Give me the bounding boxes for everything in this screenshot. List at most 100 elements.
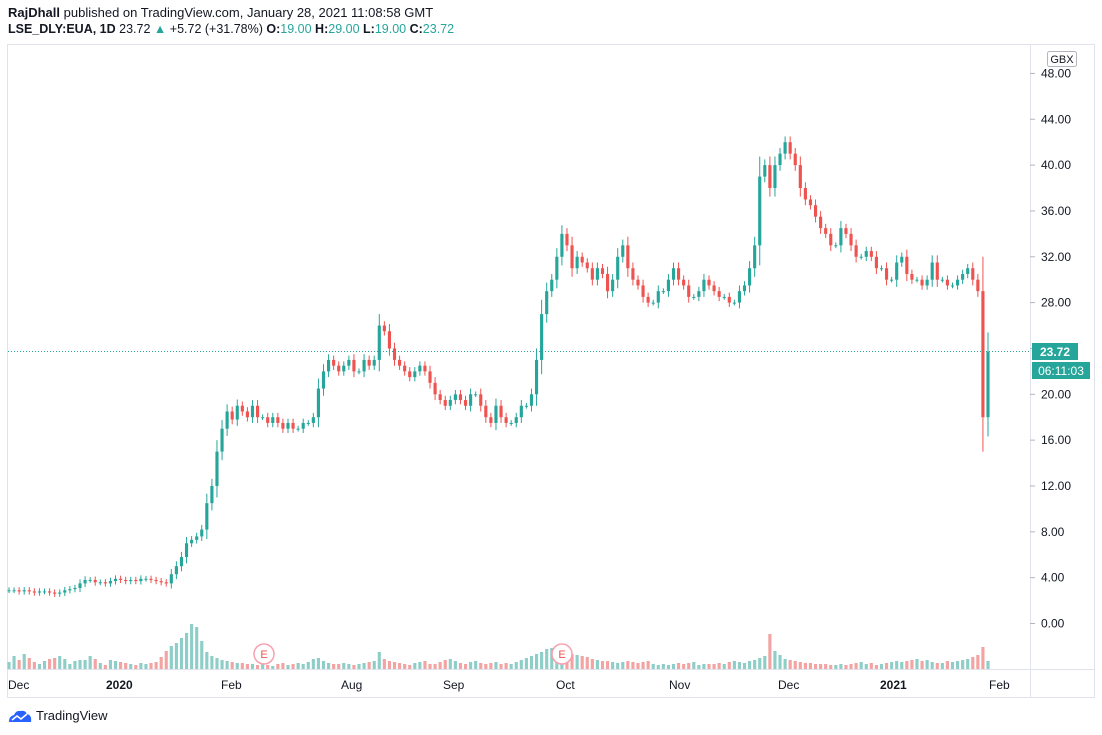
volume-bar xyxy=(377,652,381,669)
x-tick-label: 2021 xyxy=(880,678,907,692)
volume-bar xyxy=(210,656,214,669)
candle-body xyxy=(149,578,153,580)
y-tick-label: 36.00 xyxy=(1041,204,1071,218)
candle-body xyxy=(321,371,326,389)
candle-body xyxy=(758,176,762,246)
candle-body xyxy=(966,268,970,274)
currency-badge[interactable]: GBX xyxy=(1047,51,1077,67)
volume-bar xyxy=(545,649,549,669)
volume-bar xyxy=(382,659,386,669)
tradingview-branding[interactable]: TradingView xyxy=(8,708,108,723)
candle-body xyxy=(286,422,290,429)
candle-body xyxy=(332,359,336,366)
volume-bar xyxy=(352,665,356,669)
candle-body xyxy=(428,371,432,383)
volume-bar xyxy=(768,634,772,669)
x-tick-label: Oct xyxy=(556,678,575,692)
volume-bar xyxy=(78,660,82,669)
price-axis[interactable]: 48.0044.0040.0036.0032.0028.0024.0020.00… xyxy=(1030,66,1071,631)
candle-body xyxy=(915,279,919,281)
volume-bar xyxy=(646,661,650,669)
candle-body xyxy=(225,411,229,429)
volume-bar xyxy=(839,664,843,669)
candle-body xyxy=(788,142,792,154)
candle-body xyxy=(940,279,944,281)
candle-body xyxy=(169,574,173,584)
volume-bar xyxy=(195,627,199,669)
candle-body xyxy=(392,348,397,360)
candle-body xyxy=(656,291,660,303)
candle-body xyxy=(316,388,320,418)
volume-bar xyxy=(803,663,807,669)
volume-bar xyxy=(337,664,341,669)
volume-bar xyxy=(910,660,914,669)
volume-bar xyxy=(250,664,255,669)
volume-bar xyxy=(712,664,716,669)
candle-body xyxy=(184,543,189,558)
candle-body xyxy=(869,251,873,257)
candle-body xyxy=(570,245,574,269)
candle-body xyxy=(154,579,158,582)
volume-bar xyxy=(834,665,838,669)
volume-bar xyxy=(93,659,97,669)
time-axis[interactable]: Dec 2020 Feb Aug Sep Oct Nov Dec 2021 Feb xyxy=(8,678,1010,692)
candle-body xyxy=(474,394,478,396)
candle-body xyxy=(717,291,721,297)
volume-bar xyxy=(575,655,579,669)
candle-body xyxy=(930,262,934,280)
volume-bar xyxy=(37,664,42,669)
volume-bar xyxy=(154,662,158,669)
close-label: C: xyxy=(409,22,423,36)
candle-body xyxy=(190,539,194,544)
candle-body xyxy=(42,591,47,593)
volume-bar xyxy=(534,654,539,669)
candle-body xyxy=(727,296,731,303)
volume-bar xyxy=(590,659,594,669)
volume-bar xyxy=(869,663,873,669)
countdown-label: 06:11:03 xyxy=(1038,364,1084,378)
author-name[interactable]: RajDhall xyxy=(8,5,61,20)
candle-body xyxy=(900,256,904,263)
candle-body xyxy=(58,592,62,594)
currency-badge-label: GBX xyxy=(1050,54,1074,66)
candle-body xyxy=(631,268,635,280)
volume-bar xyxy=(550,648,554,669)
y-tick-label: 20.00 xyxy=(1041,387,1071,401)
candle-body xyxy=(666,279,671,292)
volume-bar xyxy=(808,663,813,669)
volume-bar xyxy=(631,662,635,669)
candle-body xyxy=(540,314,544,360)
volume-bar xyxy=(190,624,194,669)
candle-body xyxy=(971,268,975,280)
published-text: published on TradingView.com, January 28… xyxy=(63,5,434,20)
volume-bar xyxy=(357,664,361,669)
candle-body xyxy=(276,417,280,423)
candle-body xyxy=(605,273,610,292)
volume-bar xyxy=(793,661,797,669)
price-change: +5.72 (+31.78%) xyxy=(169,22,263,36)
volume-bar xyxy=(540,652,544,669)
candle-body xyxy=(600,268,605,274)
candle-body xyxy=(398,359,402,366)
candle-body xyxy=(692,296,696,298)
earnings-marker-1[interactable]: E xyxy=(253,643,275,665)
volume-bar xyxy=(286,665,290,669)
volume-bar xyxy=(585,657,589,669)
candle-body xyxy=(763,165,767,177)
candle-body xyxy=(839,228,843,246)
volume-bar xyxy=(509,664,513,669)
volume-bar xyxy=(737,662,742,669)
y-tick-label: 32.00 xyxy=(1041,250,1071,264)
volume-bar xyxy=(149,663,153,669)
volume-bar xyxy=(864,664,868,669)
volume-bar xyxy=(479,663,483,669)
symbol-label[interactable]: LSE_DLY:EUA, 1D xyxy=(8,22,116,36)
candle-body xyxy=(413,371,417,378)
volume-bar xyxy=(656,665,660,669)
volume-bar xyxy=(489,663,493,669)
volume-bar xyxy=(48,659,52,669)
candle-body xyxy=(641,285,645,297)
earnings-marker-2[interactable]: E xyxy=(551,643,573,665)
candle-body xyxy=(63,590,67,593)
